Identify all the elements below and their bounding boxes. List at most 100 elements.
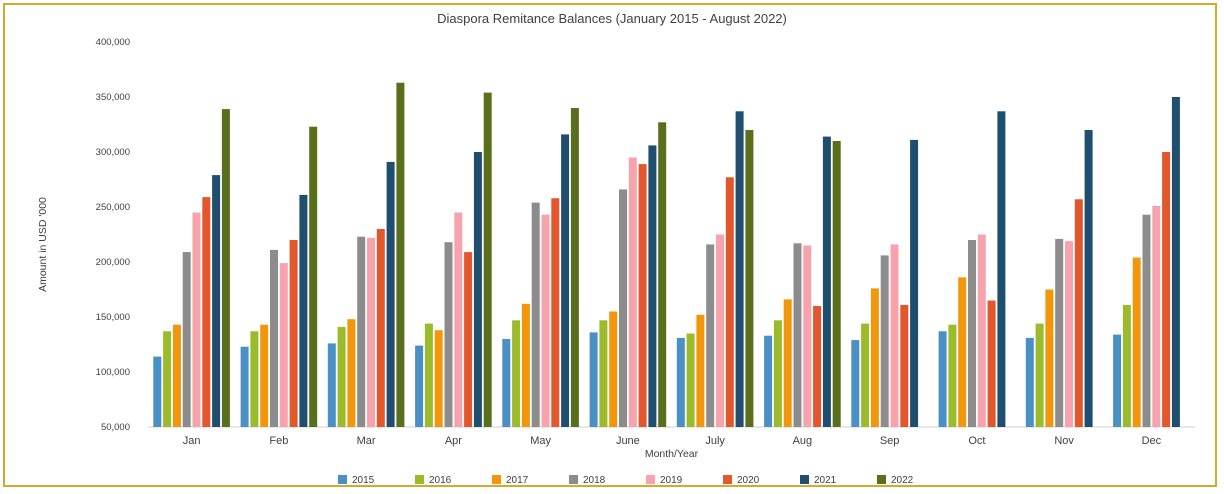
bar-2018-Nov — [1055, 238, 1064, 427]
bar-2019-Mar — [367, 237, 375, 427]
bar-2015-June — [589, 332, 598, 427]
bar-2019-Jan — [192, 212, 201, 427]
bar-2022-June — [658, 122, 667, 428]
bar-2016-Apr — [424, 323, 433, 427]
bar-2018-Mar — [357, 236, 366, 427]
bar-2021-Apr — [473, 152, 482, 427]
bar-2018-Aug — [793, 243, 802, 427]
x-tick-label: July — [705, 435, 725, 447]
bar-2015-Feb — [240, 346, 249, 427]
bar-2022-May — [570, 108, 579, 427]
y-axis-ticks: 400,000 350,000 300,000 250,000 200,000 150,0… — [96, 37, 130, 433]
bar-2021-Dec — [1171, 97, 1180, 427]
bar-2019-June — [628, 157, 637, 427]
bar-2020-Jan — [202, 197, 211, 427]
bar-2021-Feb — [299, 194, 308, 427]
bar-2019-Nov — [1065, 241, 1073, 427]
x-tick-label: May — [530, 435, 551, 447]
bar-2021-June — [648, 145, 657, 427]
chart-title: Diaspora Remitance Balances (January 201… — [437, 11, 787, 26]
y-tick-label: 200,000 — [96, 257, 130, 268]
bar-2015-Aug — [764, 335, 773, 427]
bar-2018-Dec — [1142, 214, 1151, 427]
bar-2019-Dec — [1152, 205, 1161, 427]
bar-2022-Aug — [832, 141, 841, 427]
bar-2016-Oct — [948, 324, 957, 427]
bar-2022-July — [745, 130, 754, 427]
bar-2019-May — [541, 214, 550, 427]
bar-2021-Nov — [1084, 130, 1093, 427]
legend-swatch-2016 — [415, 475, 424, 484]
legend-label: 2021 — [814, 475, 837, 486]
bar-2021-Aug — [822, 136, 831, 427]
y-tick-label: 400,000 — [96, 37, 130, 48]
bar-2021-Jan — [212, 175, 221, 427]
x-tick-label: Apr — [445, 435, 462, 447]
bar-2016-Jan — [163, 331, 172, 427]
x-tick-label: Dec — [1142, 435, 1162, 447]
bar-2018-Sep — [880, 255, 889, 427]
bar-2017-Sep — [870, 288, 879, 427]
bar-2019-Oct — [977, 234, 986, 427]
bar-2020-Nov — [1074, 199, 1083, 427]
bar-2021-May — [561, 134, 570, 427]
bar-2022-Mar — [396, 82, 405, 427]
bar-2017-Nov — [1045, 289, 1054, 427]
legend-swatch-2018 — [569, 475, 578, 484]
legend-label: 2016 — [429, 475, 452, 486]
x-tick-label: June — [616, 435, 640, 447]
bar-2015-Nov — [1025, 337, 1034, 427]
x-tick-label: Jan — [183, 435, 201, 447]
bar-2019-Aug — [803, 245, 812, 427]
bar-2015-Sep — [851, 340, 860, 427]
bar-2018-Oct — [968, 240, 976, 427]
x-tick-label: Mar — [357, 435, 376, 447]
legend-swatch-2017 — [492, 475, 501, 484]
bar-2017-Apr — [434, 330, 443, 427]
legend-label: 2022 — [891, 475, 914, 486]
bar-2017-Oct — [958, 277, 967, 427]
x-tick-label: Oct — [968, 435, 985, 447]
bar-2016-Feb — [250, 331, 259, 427]
bar-2022-Feb — [309, 126, 318, 427]
bar-2017-Jan — [172, 324, 181, 427]
x-tick-label: Feb — [269, 435, 288, 447]
x-tick-label: Sep — [880, 435, 900, 447]
legend-swatch-2019 — [646, 475, 655, 484]
x-axis-label: Month/Year — [645, 448, 699, 460]
bar-2020-Aug — [813, 306, 822, 427]
y-tick-label: 50,000 — [101, 422, 130, 433]
bars — [153, 82, 1180, 428]
x-tick-label: Nov — [1054, 435, 1074, 447]
y-tick-label: 350,000 — [96, 92, 130, 103]
bar-2020-May — [551, 198, 560, 427]
bar-2021-Sep — [910, 139, 919, 427]
y-tick-label: 150,000 — [96, 312, 130, 323]
bar-2020-Apr — [464, 252, 473, 427]
bar-2022-Apr — [483, 92, 492, 427]
legend-label: 2018 — [583, 475, 606, 486]
bar-2016-June — [599, 320, 608, 427]
bar-2016-May — [512, 320, 521, 427]
bar-2018-Feb — [270, 249, 278, 427]
x-tick-label: Aug — [793, 435, 813, 447]
bar-2018-July — [706, 244, 715, 427]
y-tick-label: 300,000 — [96, 147, 130, 158]
bar-2020-Feb — [289, 240, 298, 427]
bar-2017-July — [696, 314, 705, 427]
bar-2016-Aug — [773, 320, 782, 427]
bar-2020-June — [638, 164, 647, 427]
bar-2017-Dec — [1132, 257, 1141, 427]
bar-2015-Apr — [415, 345, 424, 427]
bar-2016-Sep — [861, 323, 870, 427]
bar-2020-Dec — [1162, 152, 1171, 427]
bar-2020-Sep — [900, 304, 909, 427]
x-axis-ticks: Jan Feb Mar Apr May June July Aug Sep Oct Nov Dec — [183, 435, 1162, 447]
y-tick-label: 100,000 — [96, 367, 130, 378]
bar-2016-Dec — [1122, 304, 1131, 427]
bar-2021-Oct — [997, 111, 1006, 428]
bar-2017-May — [521, 303, 530, 427]
bar-2016-Nov — [1035, 323, 1044, 427]
legend-swatch-2021 — [800, 475, 809, 484]
